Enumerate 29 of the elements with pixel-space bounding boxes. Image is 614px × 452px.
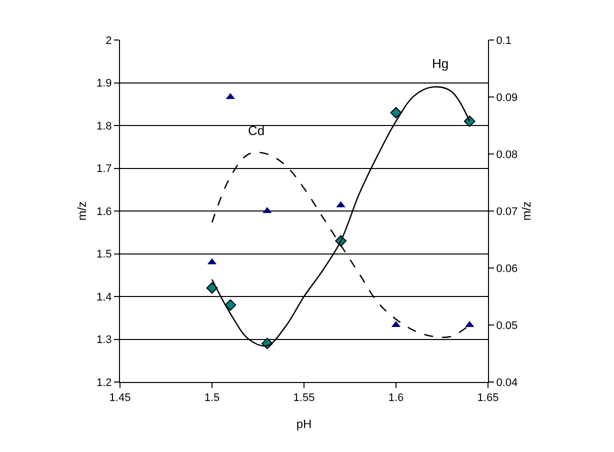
y-axis-title: m/z bbox=[75, 201, 89, 221]
y-tick-label: 1.3 bbox=[96, 334, 112, 346]
series-label: Hg bbox=[432, 56, 449, 71]
x-tick-label: 1.45 bbox=[109, 392, 131, 404]
y2-axis-title: m/z bbox=[520, 201, 534, 221]
x-tick-label: 1.6 bbox=[388, 392, 404, 404]
y2-tick-label: 0.08 bbox=[496, 148, 518, 161]
point bbox=[224, 299, 236, 311]
y2-tick-label: 0.09 bbox=[496, 92, 518, 104]
y-tick-label: 1.2 bbox=[96, 376, 112, 389]
point bbox=[390, 106, 402, 118]
x-axis-title: pH bbox=[296, 417, 312, 431]
y2-tick-label: 0.1 bbox=[496, 34, 512, 47]
y-tick-label: 2 bbox=[106, 34, 112, 47]
series-label: Cd bbox=[248, 123, 265, 138]
y-tick-label: 1.6 bbox=[96, 206, 112, 218]
x-tick-label: 1.55 bbox=[293, 392, 315, 404]
y2-tick-label: 0.05 bbox=[496, 320, 518, 332]
y2-tick-label: 0.07 bbox=[496, 206, 518, 218]
y-tick-label: 1.4 bbox=[96, 291, 112, 304]
x-tick-label: 1.5 bbox=[204, 392, 220, 404]
y-tick-label: 1.9 bbox=[96, 78, 112, 90]
x-tick-label: 1.65 bbox=[477, 392, 499, 404]
y-tick-label: 1.7 bbox=[96, 163, 112, 176]
point bbox=[464, 116, 476, 127]
y-tick-label: 1.5 bbox=[96, 248, 112, 261]
y2-tick-label: 0.04 bbox=[496, 376, 518, 389]
y2-tick-label: 0.06 bbox=[496, 262, 518, 275]
y-tick-label: 1.8 bbox=[96, 120, 112, 132]
